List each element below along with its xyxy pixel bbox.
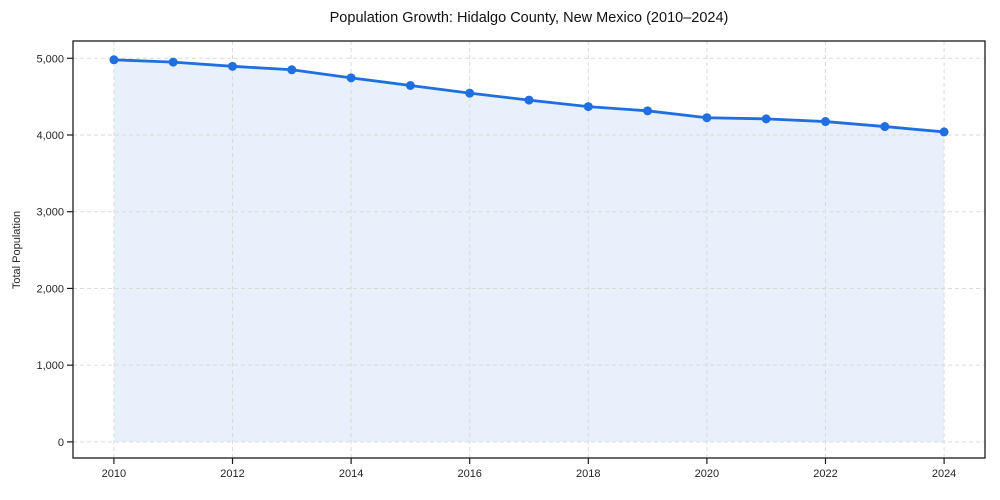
data-point [109,55,119,65]
data-point [228,61,238,71]
y-tick-label: 5,000 [36,53,64,65]
data-point [880,122,890,132]
area-fill [113,59,945,442]
y-tick-label: 3,000 [36,207,64,219]
data-point [465,88,475,98]
x-tick-label: 2010 [102,468,126,480]
x-tick-label: 2020 [695,468,719,480]
data-point [820,117,830,127]
x-tick-label: 2014 [339,468,363,480]
data-point [524,95,534,105]
data-point [939,127,949,137]
data-point [168,57,178,67]
x-tick-label: 2018 [576,468,600,480]
y-tick-label: 2,000 [36,283,64,295]
data-point [583,102,593,112]
plot-border [72,40,986,459]
y-tick-label: 4,000 [36,130,64,142]
data-point [287,65,297,75]
chart-title: Population Growth: Hidalgo County, New M… [329,10,729,26]
data-point [643,106,653,116]
y-tick-label: 1,000 [36,360,64,372]
x-tick-label: 2016 [457,468,481,480]
x-tick-label: 2022 [813,468,837,480]
data-point [346,73,356,83]
data-point [761,114,771,124]
data-point [702,113,712,123]
x-tick-label: 2024 [932,468,956,480]
y-tick-label: 0 [58,437,64,449]
x-tick-label: 2012 [220,468,244,480]
data-point [405,81,415,91]
